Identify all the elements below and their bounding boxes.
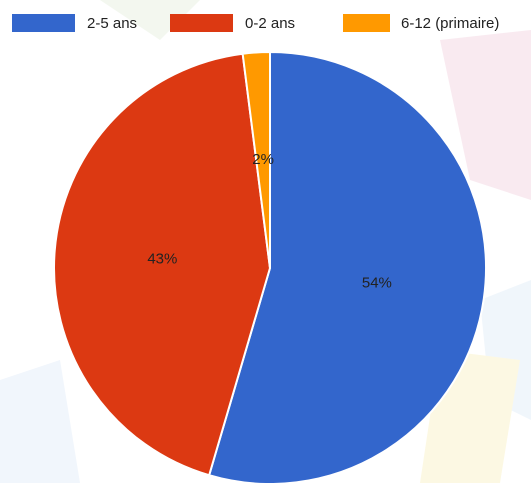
pie-slice xyxy=(53,52,272,477)
legend: 2-5 ans 0-2 ans 6-12 (primaire) xyxy=(12,14,499,32)
legend-swatch xyxy=(170,14,233,32)
pie-slice xyxy=(207,50,488,483)
legend-swatch xyxy=(343,14,390,32)
pie: 54% 43% 2% xyxy=(53,50,488,483)
pie-slice xyxy=(241,50,271,269)
slice-label: 2% xyxy=(252,151,274,168)
legend-label: 6-12 (primaire) xyxy=(401,15,499,32)
legend-label: 0-2 ans xyxy=(245,15,295,32)
legend-label: 2-5 ans xyxy=(87,15,137,32)
legend-swatch xyxy=(12,14,75,32)
slice-label: 54% xyxy=(362,274,392,291)
slice-label: 43% xyxy=(147,250,177,267)
